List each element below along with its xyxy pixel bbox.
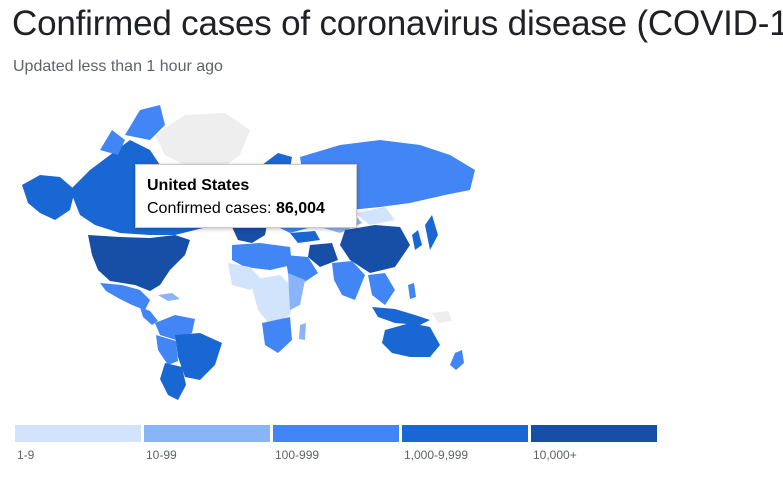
legend-label: 10-99 [146, 448, 177, 462]
legend-label: 1,000-9,999 [404, 448, 469, 462]
legend-item-1000-9999: 1,000-9,999 [402, 425, 528, 462]
region-united-states[interactable] [88, 235, 190, 291]
tooltip-country-name: United States [147, 177, 250, 194]
legend-swatch [15, 425, 141, 442]
legend-label: 1-9 [17, 448, 35, 462]
legend-item-1-9: 1-9 [15, 425, 141, 462]
region-caribbean[interactable] [158, 293, 180, 301]
region-central-america[interactable] [140, 307, 158, 325]
region-southeast-asia[interactable] [368, 273, 395, 305]
region-india[interactable] [332, 261, 365, 300]
region-mexico[interactable] [100, 283, 150, 310]
legend-swatch [531, 425, 657, 442]
region-peru-bolivia[interactable] [156, 335, 178, 365]
region-argentina-chile[interactable] [160, 363, 186, 400]
updated-subtitle: Updated less than 1 hour ago [13, 58, 223, 75]
region-korea-japan[interactable] [412, 215, 438, 250]
region-new-zealand[interactable] [450, 350, 464, 370]
region-north-africa[interactable] [232, 243, 292, 270]
tooltip-cases-value: 86,004 [275, 200, 325, 217]
region-greenland[interactable] [155, 113, 250, 175]
legend-label: 100-999 [275, 448, 320, 462]
tooltip-cases-row: Confirmed cases: 86,004 [147, 197, 356, 220]
region-china[interactable] [340, 225, 410, 273]
region-colombia-venezuela[interactable] [155, 315, 195, 340]
region-canada-islands[interactable] [100, 105, 165, 155]
region-brazil[interactable] [175, 333, 222, 380]
region-philippines[interactable] [408, 283, 416, 299]
world-map[interactable] [0, 95, 783, 400]
region-australia[interactable] [382, 323, 440, 357]
region-mongolia[interactable] [355, 207, 395, 225]
region-turkey[interactable] [290, 231, 320, 243]
legend-label: 10,000+ [533, 448, 577, 462]
legend-swatch [144, 425, 270, 442]
region-madagascar[interactable] [299, 323, 306, 340]
region-southern-africa[interactable] [262, 317, 292, 353]
country-tooltip: United States Confirmed cases: 86,004 [135, 164, 357, 228]
region-papua[interactable] [432, 311, 452, 323]
region-indonesia[interactable] [372, 307, 430, 325]
legend-swatch [402, 425, 528, 442]
map-legend: 1-9 10-99 100-999 1,000-9,999 10,000+ [15, 425, 657, 462]
legend-item-10000-plus: 10,000+ [531, 425, 657, 462]
page-title: Confirmed cases of coronavirus disease (… [12, 4, 783, 43]
region-alaska[interactable] [22, 175, 75, 220]
legend-swatch [273, 425, 399, 442]
legend-item-100-999: 100-999 [273, 425, 399, 462]
region-east-africa[interactable] [288, 273, 305, 310]
region-iran[interactable] [308, 243, 338, 267]
tooltip-cases-label: Confirmed cases: [147, 200, 272, 217]
region-central-africa[interactable] [250, 275, 295, 325]
legend-item-10-99: 10-99 [144, 425, 270, 462]
